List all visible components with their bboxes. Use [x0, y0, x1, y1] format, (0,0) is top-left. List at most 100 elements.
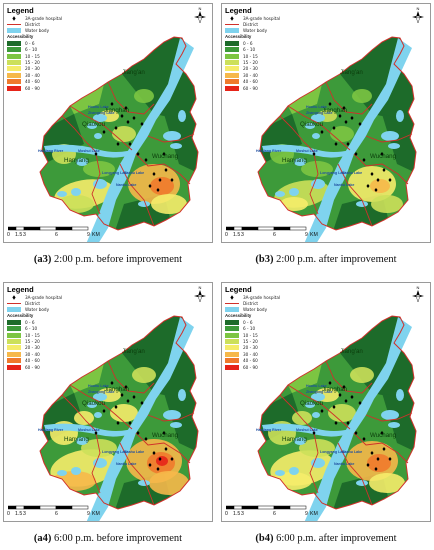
- lake: [178, 110, 186, 122]
- district-boundary: [91, 153, 101, 215]
- lake: [311, 393, 325, 401]
- legend-item-class: 60 - 90: [7, 85, 117, 91]
- map-label: Qiaokou: [82, 400, 106, 407]
- district-boundary: [279, 394, 315, 432]
- accessibility-zone: [150, 177, 174, 195]
- legend-item-class: 15 - 20: [225, 338, 335, 345]
- hospital-marker: [158, 178, 162, 182]
- hospital-marker: [332, 405, 336, 409]
- map-label: Moshui Lake: [296, 428, 318, 432]
- map-label: Moshui Lake: [78, 428, 100, 432]
- hospital-marker: [132, 395, 136, 399]
- lake: [305, 123, 315, 129]
- district-boundary: [61, 115, 97, 153]
- hospital-marker: [342, 385, 346, 389]
- legend-item-class: 10 - 15: [225, 53, 335, 59]
- lake: [94, 412, 102, 418]
- map-label: Jiang'an: [340, 348, 363, 355]
- accessibility-zone: [156, 456, 168, 466]
- yangtze-river: [86, 317, 194, 521]
- lake: [294, 437, 306, 445]
- district-boundary: [325, 360, 373, 394]
- lake: [388, 422, 400, 428]
- map-label: Zhangong Lake: [306, 390, 333, 394]
- map-label: Nanhu Lake: [334, 183, 354, 187]
- district-boundary: [337, 442, 373, 506]
- map-label: Jianghan: [322, 107, 348, 114]
- hospital-marker: [388, 178, 392, 182]
- legend-item-class: 40 - 60: [225, 358, 335, 364]
- map-label: Zhangong Lake: [306, 111, 333, 115]
- legend-item-class: 10 - 15: [225, 332, 335, 338]
- legend-title: Legend: [225, 6, 252, 15]
- accessibility-zone: [371, 195, 403, 213]
- district-boundary: [107, 360, 155, 394]
- hospital-marker: [374, 467, 378, 471]
- city-boundary: [257, 315, 417, 510]
- lake: [163, 410, 181, 420]
- lake: [312, 133, 320, 139]
- caption-b4: (b4) 6:00 p.m. after improvement: [255, 533, 397, 544]
- hospital-marker: [334, 421, 338, 425]
- legend-item-district: District: [225, 301, 259, 307]
- legend-title: Legend: [7, 285, 34, 294]
- hospital-marker: [170, 178, 174, 182]
- map-label: Wuchang: [152, 432, 179, 439]
- map-label: Nanhu Lake: [116, 183, 136, 187]
- yangtze-river: [304, 317, 412, 521]
- hanjiang-river: [262, 423, 352, 437]
- accessibility-zone: [58, 195, 94, 213]
- north-arrow-icon: N: [192, 6, 208, 24]
- hospital-marker: [342, 106, 346, 110]
- accessibility-zone: [369, 473, 405, 493]
- map-panel-a3: Jiang'an Jianghan Qiaokou Hanyang Wuchang Hou…: [3, 3, 213, 243]
- yangtze-river: [304, 38, 412, 242]
- lake: [305, 402, 315, 408]
- map-label: Houhu Lake: [306, 384, 327, 388]
- lake: [356, 201, 368, 207]
- scale-tick-label: 0: [7, 232, 10, 238]
- legend-item-class: 40 - 60: [7, 79, 117, 85]
- lake: [170, 422, 182, 428]
- map-label: Hanjiang River: [38, 428, 64, 432]
- map-label: Longyang Lake: [102, 450, 128, 454]
- hospital-marker: [148, 463, 152, 467]
- hospital-marker: [110, 102, 114, 106]
- map-label: Jiang'an: [122, 69, 145, 76]
- scale-unit-label: KM: [310, 511, 318, 517]
- map-label: Jianghan: [322, 386, 348, 393]
- district-boundary: [365, 133, 413, 143]
- map-area: Jiang'an Jianghan Qiaokou Hanyang Wuchang Hou…: [256, 36, 417, 242]
- map-label: Jiang'an: [340, 69, 363, 76]
- scale-tick-label: 9: [87, 511, 90, 517]
- lake: [87, 123, 97, 129]
- scale-tick-label: 1.5: [15, 232, 23, 238]
- scale-tick-label: 3: [241, 511, 244, 517]
- lake: [289, 467, 299, 475]
- accessibility-zone: [328, 404, 356, 422]
- legend-item-class: 30 - 40: [7, 72, 117, 78]
- north-arrow-icon: N: [192, 285, 208, 303]
- lake: [93, 458, 107, 468]
- lake: [93, 114, 107, 122]
- scale-bar: 0 1.5 3 6 9 KM: [7, 504, 112, 518]
- svg-text:N: N: [417, 6, 420, 11]
- district-boundary: [69, 384, 133, 430]
- hospital-marker: [140, 401, 144, 405]
- scale-tick-label: 1.5: [233, 232, 241, 238]
- hospital-marker: [120, 114, 124, 118]
- hospital-marker: [354, 431, 358, 435]
- hospital-marker: [144, 158, 148, 162]
- legend-item-class: 10 - 15: [7, 53, 117, 59]
- map-label: Hanyang: [64, 157, 89, 164]
- lake: [71, 467, 81, 475]
- legend-item-class: 15 - 20: [7, 338, 117, 345]
- hospital-marker: [162, 431, 166, 435]
- accessibility-zone: [280, 197, 308, 211]
- hospital-marker: [94, 152, 98, 156]
- district-boundary: [337, 163, 373, 227]
- lake: [57, 191, 67, 197]
- map-label: Longyang Lake: [320, 171, 346, 175]
- district-boundary: [147, 412, 195, 422]
- lake: [311, 179, 325, 189]
